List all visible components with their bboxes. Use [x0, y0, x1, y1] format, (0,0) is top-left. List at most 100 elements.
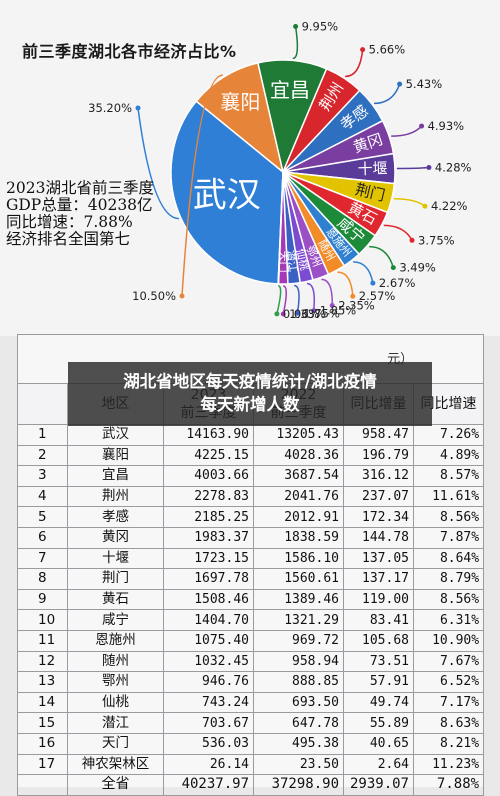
table-cell: 743.24 — [163, 691, 254, 714]
table-cell: 8.57% — [412, 465, 485, 487]
leader-dot — [293, 24, 299, 30]
pie-slice — [277, 171, 284, 285]
table-cell: 196.79 — [343, 444, 414, 467]
table-cell: 958.94 — [253, 650, 344, 673]
table-cell: 13205.43 — [253, 424, 344, 446]
table-cell: 23.50 — [253, 753, 344, 776]
table-cell: 1586.10 — [253, 547, 344, 570]
table-cell: 8.79% — [412, 568, 485, 590]
table-cell: 888.85 — [253, 671, 344, 693]
percent-label: 4.93% — [428, 119, 465, 133]
table-cell: 4003.66 — [163, 465, 254, 487]
table-cell: 随州 — [67, 650, 164, 673]
table-cell: 11 — [17, 629, 68, 652]
table-cell: 8.21% — [412, 732, 485, 755]
table-row: 11 恩施州 1075.40 969.72 105.68 10.90% — [17, 629, 485, 652]
leader-line — [369, 245, 395, 268]
percent-label: 4.22% — [431, 199, 468, 213]
table-cell: 7.17% — [412, 691, 485, 714]
table-cell: 1389.46 — [253, 588, 344, 611]
table-cell: 40.65 — [343, 732, 414, 755]
table-cell: 十堰 — [67, 547, 164, 570]
table-cell: 49.74 — [343, 691, 414, 714]
table-cell: 172.34 — [343, 506, 414, 528]
leader-line — [383, 224, 413, 241]
table-row: 4 荆州 2278.83 2041.76 237.07 11.61% — [17, 485, 485, 508]
table-cell: 1508.46 — [163, 588, 254, 611]
percent-label: 2.57% — [359, 289, 396, 303]
table-cell: 7.87% — [412, 526, 485, 549]
leader-dot — [329, 302, 335, 308]
table-cell: 3 — [17, 465, 68, 487]
table-cell: 7.26% — [412, 424, 485, 446]
table-cell — [17, 774, 68, 796]
table-cell: 1723.15 — [163, 547, 254, 570]
pie-slice — [170, 100, 284, 285]
table-cell: 全省 — [67, 774, 164, 796]
table-cell: 119.00 — [343, 588, 414, 611]
percent-label: 3.49% — [399, 261, 436, 275]
table-cell: 946.76 — [163, 671, 254, 693]
leader-line — [393, 197, 426, 207]
summary-line-1: 2023湖北省前三季度 — [6, 179, 154, 197]
leader-dot — [426, 165, 432, 171]
table-cell: 7 — [17, 547, 68, 570]
table-cell: 荆门 — [67, 568, 164, 590]
overlay-line-2: 每天新增人数 — [200, 395, 300, 414]
table-cell: 37298.90 — [253, 774, 344, 796]
percent-label: 3.75% — [418, 233, 455, 247]
leader-dot — [360, 47, 366, 53]
table-cell: 6.52% — [412, 671, 485, 693]
table-cell: 咸宁 — [67, 609, 164, 631]
percent-label: 5.66% — [369, 43, 406, 57]
overlay-line-1: 湖北省地区每天疫情统计/湖北疫情 — [123, 372, 377, 391]
table-cell: 7.88% — [412, 774, 485, 796]
table-row: 16 天门 536.03 495.38 40.65 8.21% — [17, 732, 485, 755]
table-cell: 958.47 — [343, 424, 414, 446]
table-cell: 6.31% — [412, 609, 485, 631]
slice-label: 武汉 — [193, 176, 261, 216]
table-cell: 荆州 — [67, 485, 164, 508]
table-cell: 495.38 — [253, 732, 344, 755]
table-cell: 8.64% — [412, 547, 485, 570]
table-cell: 宜昌 — [67, 465, 164, 487]
table-cell: 黄石 — [67, 588, 164, 611]
leader-line — [353, 261, 374, 284]
table-cell: 15 — [17, 712, 68, 734]
leader-dot — [135, 105, 141, 111]
leader-line — [276, 285, 282, 315]
table-cell: 137.05 — [343, 547, 414, 570]
percent-label: 35.20% — [88, 101, 132, 115]
table-cell: 11.23% — [412, 753, 485, 776]
table-row: 6 黄冈 1983.37 1838.59 144.78 7.87% — [17, 526, 485, 549]
table-cell: 8.63% — [412, 712, 485, 734]
table-cell: 105.68 — [343, 629, 414, 652]
percent-label: 1.33% — [289, 307, 326, 321]
table-cell: 2939.07 — [343, 774, 414, 796]
table-row: 2 襄阳 4225.15 4028.36 196.79 4.89% — [17, 444, 485, 467]
leader-dot — [390, 265, 396, 271]
table-cell: 鄂州 — [67, 671, 164, 693]
leader-line — [391, 125, 423, 137]
slice-label: 襄阳 — [220, 90, 260, 114]
table-cell: 神农架林区 — [67, 753, 164, 776]
table-cell: 6 — [17, 526, 68, 549]
table-cell: 969.72 — [253, 629, 344, 652]
table-row: 7 十堰 1723.15 1586.10 137.05 8.64% — [17, 547, 485, 570]
table-cell: 2.64 — [343, 753, 414, 776]
table-cell: 237.07 — [343, 485, 414, 508]
percent-label: 2.35% — [338, 298, 375, 312]
pie-slice — [195, 61, 285, 174]
leader-dot — [397, 81, 403, 87]
title-overlay-banner: 湖北省地区每天疫情统计/湖北疫情 每天新增人数 — [68, 362, 432, 426]
summary-line-4: 经济排名全国第七 — [6, 230, 131, 248]
chart-title: 前三季度湖北各市经济占比% — [22, 42, 237, 61]
table-cell: 137.17 — [343, 568, 414, 590]
table-cell: 4225.15 — [163, 444, 254, 467]
table-cell: 1560.61 — [253, 568, 344, 590]
leader-line — [181, 74, 223, 297]
leader-line — [294, 284, 300, 314]
table-cell: 14163.90 — [163, 424, 254, 446]
table-cell: 10.90% — [412, 629, 485, 652]
